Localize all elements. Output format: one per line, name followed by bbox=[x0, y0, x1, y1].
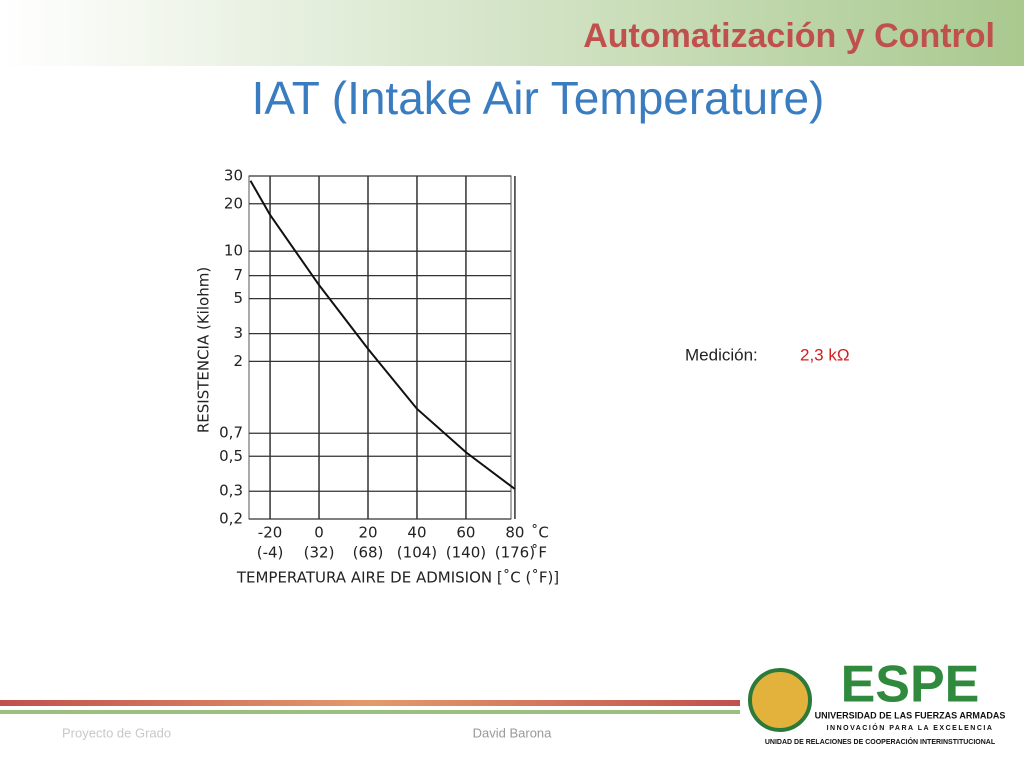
y-tick-label: 0,5 bbox=[219, 447, 243, 465]
y-tick-label: 7 bbox=[233, 266, 243, 284]
y-tick-label: 30 bbox=[224, 167, 243, 185]
y-tick-label: 5 bbox=[233, 289, 243, 307]
footer-left: Proyecto de Grado bbox=[62, 725, 171, 740]
y-axis-title: RESISTENCIA (Kilohm) bbox=[195, 267, 213, 433]
measurement-value: 2,3 kΩ bbox=[800, 345, 850, 364]
footer-band bbox=[0, 710, 740, 714]
slide-title: IAT (Intake Air Temperature) bbox=[252, 72, 825, 124]
x-tick-label: 0 bbox=[314, 524, 324, 542]
x-tick-label: 40 bbox=[407, 524, 426, 542]
plot-frame bbox=[248, 175, 512, 520]
x-secondary-label: (176) bbox=[495, 544, 535, 562]
x-axis-title: TEMPERATURA AIRE DE ADMISION [˚C (˚F)] bbox=[236, 569, 559, 587]
measurement-label: Medición: bbox=[685, 345, 758, 364]
x-secondary-label: (104) bbox=[397, 544, 437, 562]
logo-name: ESPE bbox=[841, 656, 980, 714]
logo-university: UNIVERSIDAD DE LAS FUERZAS ARMADAS bbox=[815, 710, 1006, 720]
x-secondary-label: (32) bbox=[304, 544, 335, 562]
x-unit: ˚C bbox=[531, 524, 549, 542]
x-tick-label: 20 bbox=[358, 524, 377, 542]
x-secondary-label: (68) bbox=[353, 544, 384, 562]
y-tick-label: 10 bbox=[224, 242, 243, 260]
logo-motto: INNOVACIÓN PARA LA EXCELENCIA bbox=[827, 723, 994, 732]
y-tick-label: 0,7 bbox=[219, 424, 243, 442]
y-tick-label: 20 bbox=[224, 194, 243, 212]
header-band bbox=[0, 0, 1024, 66]
curve bbox=[249, 180, 516, 490]
x-unit: ˚F bbox=[531, 544, 547, 562]
section-title: Automatización y Control bbox=[583, 17, 995, 55]
y-tick-label: 0,3 bbox=[219, 482, 243, 500]
x-tick-label: 80 bbox=[505, 524, 524, 542]
footer-band bbox=[0, 700, 740, 706]
logo-emblem bbox=[748, 668, 812, 732]
logo: ESPE UNIVERSIDAD DE LAS FUERZAS ARMADAS … bbox=[742, 655, 1022, 751]
x-secondary-label: (-4) bbox=[257, 544, 284, 562]
y-tick-label: 2 bbox=[233, 352, 243, 370]
x-tick-label: 60 bbox=[456, 524, 475, 542]
x-tick-label: -20 bbox=[258, 524, 283, 542]
logo-unit: UNIDAD DE RELACIONES DE COOPERACIÓN INTE… bbox=[765, 737, 996, 746]
y-tick-label: 0,2 bbox=[219, 510, 243, 528]
y-tick-label: 3 bbox=[233, 324, 243, 342]
footer-center: David Barona bbox=[473, 725, 553, 740]
x-secondary-label: (140) bbox=[446, 544, 486, 562]
